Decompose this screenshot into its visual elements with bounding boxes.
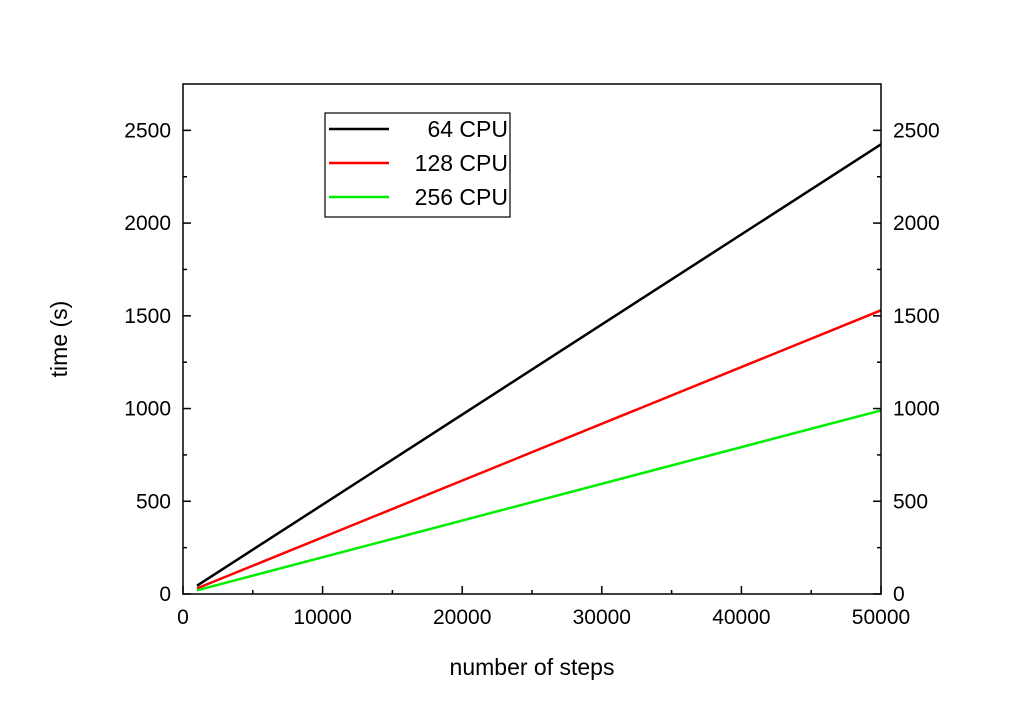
y-right-tick-label: 0 bbox=[893, 583, 905, 606]
x-tick-label: 40000 bbox=[712, 606, 770, 629]
legend-label: 64 CPU bbox=[427, 116, 508, 142]
plot-area-frame bbox=[182, 83, 882, 595]
y-right-tick-label: 1500 bbox=[893, 305, 940, 328]
series-layer bbox=[196, 143, 882, 592]
x-tick-label: 50000 bbox=[852, 606, 910, 629]
y-left-tick-label: 1500 bbox=[124, 305, 171, 328]
y-right-tick-label: 500 bbox=[893, 490, 928, 513]
x-tick-label: 10000 bbox=[293, 606, 351, 629]
x-tick-label: 20000 bbox=[433, 606, 491, 629]
series-line-2 bbox=[196, 309, 882, 590]
series-line-1 bbox=[196, 143, 882, 587]
y-right-tick-label: 2000 bbox=[893, 212, 940, 235]
y-left-tick-label: 2000 bbox=[124, 212, 171, 235]
legend-box bbox=[324, 112, 511, 218]
x-tick-label: 30000 bbox=[573, 606, 631, 629]
y-left-tick-label: 500 bbox=[136, 490, 171, 513]
x-axis-title: number of steps bbox=[450, 654, 615, 680]
y-right-tick-label: 2500 bbox=[893, 119, 940, 142]
legend: 64 CPU 128 CPU 256 CPU bbox=[324, 112, 511, 218]
y-axis-title: time (s) bbox=[46, 301, 72, 378]
legend-label: 128 CPU bbox=[415, 150, 508, 176]
legend-label: 256 CPU bbox=[415, 184, 508, 210]
x-tick-label: 0 bbox=[177, 606, 189, 629]
y-right-tick-label: 1000 bbox=[893, 398, 940, 421]
series-line-3 bbox=[196, 409, 882, 592]
y-left-tick-label: 1000 bbox=[124, 398, 171, 421]
y-left-tick-label: 0 bbox=[159, 583, 171, 606]
y-left-tick-label: 2500 bbox=[124, 119, 171, 142]
